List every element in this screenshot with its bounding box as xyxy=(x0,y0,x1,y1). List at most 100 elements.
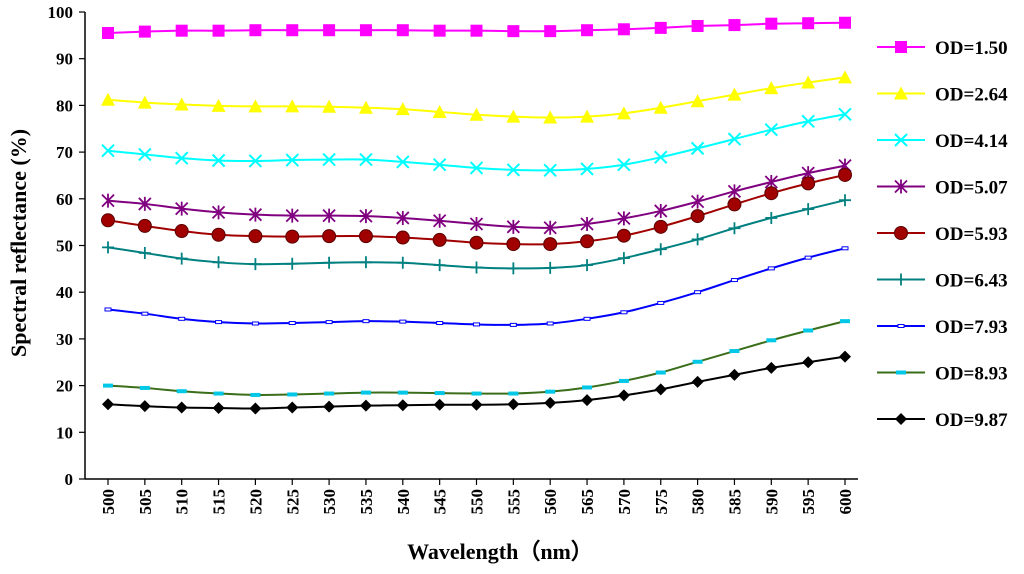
data-point xyxy=(471,391,482,396)
legend-label: OD=7.93 xyxy=(935,317,1008,338)
data-point xyxy=(580,217,594,232)
legend-label: OD=5.07 xyxy=(935,178,1008,199)
data-point xyxy=(211,98,226,112)
data-point xyxy=(323,256,336,269)
data-point xyxy=(396,256,409,269)
data-point xyxy=(654,150,668,164)
data-point xyxy=(802,356,815,369)
data-point xyxy=(285,99,300,113)
data-point xyxy=(507,262,520,275)
data-point xyxy=(101,213,115,228)
data-point xyxy=(617,252,630,265)
data-point xyxy=(139,385,150,390)
data-point xyxy=(102,27,114,40)
data-point xyxy=(101,92,115,106)
x-tick-label: 595 xyxy=(799,489,818,515)
legend-item: OD=6.43 xyxy=(877,271,1008,292)
data-point xyxy=(138,400,151,413)
data-point xyxy=(285,153,299,167)
data-point xyxy=(838,107,852,121)
x-tick-label: 560 xyxy=(541,489,560,515)
data-point xyxy=(582,385,593,390)
series-line xyxy=(107,113,846,172)
data-point xyxy=(248,229,263,244)
data-point xyxy=(433,213,447,228)
data-point xyxy=(546,321,554,326)
data-point xyxy=(765,211,778,224)
legend-label: OD=5.93 xyxy=(935,224,1008,245)
data-point xyxy=(469,161,484,175)
data-point xyxy=(322,229,337,244)
data-point xyxy=(323,400,336,413)
data-point xyxy=(690,141,705,156)
x-axis-title: Wavelength（nm） xyxy=(407,539,593,564)
y-tick-label: 40 xyxy=(56,283,73,302)
data-point xyxy=(839,194,851,207)
data-point xyxy=(653,219,668,234)
series-OD=4.14 xyxy=(101,107,852,178)
data-point xyxy=(617,23,630,36)
data-point xyxy=(178,316,186,321)
data-point xyxy=(360,390,371,395)
y-tick-label: 50 xyxy=(56,237,73,256)
x-tick-label: 585 xyxy=(725,489,744,515)
data-point xyxy=(767,266,775,271)
data-point xyxy=(727,132,742,146)
data-point xyxy=(581,24,594,37)
data-point xyxy=(654,21,667,34)
data-point xyxy=(249,402,262,415)
data-point xyxy=(322,208,336,223)
legend-swatch-marker xyxy=(896,370,906,375)
data-point xyxy=(175,252,188,265)
legend-item: OD=8.93 xyxy=(877,364,1008,385)
data-point xyxy=(839,350,851,363)
x-tick-label: 540 xyxy=(394,489,413,515)
data-point xyxy=(801,114,815,128)
data-point xyxy=(175,201,189,216)
data-point xyxy=(544,261,557,274)
data-point xyxy=(211,153,226,168)
data-point xyxy=(581,394,594,407)
data-point xyxy=(543,110,558,124)
x-tick-label: 515 xyxy=(210,489,229,515)
data-point xyxy=(544,396,557,409)
data-point xyxy=(359,152,373,167)
x-tick-label: 505 xyxy=(136,489,155,515)
legend-label: OD=1.50 xyxy=(935,38,1008,59)
data-point xyxy=(248,154,263,168)
y-tick-label: 70 xyxy=(56,143,73,162)
legend: OD=1.50 OD=2.64 OD=4.14 OD=5.07 OD=5.93 OD=6.… xyxy=(877,38,1008,431)
data-point xyxy=(211,205,226,220)
x-tick-label: 550 xyxy=(468,489,487,515)
x-tick-label: 570 xyxy=(615,489,634,515)
data-point xyxy=(506,109,521,123)
data-point xyxy=(580,109,595,123)
legend-swatch-marker xyxy=(894,86,908,100)
x-tick-label: 520 xyxy=(246,489,265,515)
data-point xyxy=(691,375,704,388)
data-point xyxy=(434,391,445,396)
series-OD=7.93 xyxy=(104,246,849,327)
data-point xyxy=(174,224,189,239)
data-point xyxy=(288,321,296,326)
axes: 0 10 20 30 40 50 60 70 80 90 100 500 505 510 515 520 525… xyxy=(48,3,858,515)
y-tick-label: 10 xyxy=(56,423,73,442)
data-point xyxy=(103,383,113,388)
data-point xyxy=(248,207,263,222)
data-point xyxy=(175,401,188,414)
series-OD=6.43 xyxy=(102,194,851,275)
data-point xyxy=(137,95,152,109)
data-point xyxy=(212,402,225,415)
x-tick-label: 535 xyxy=(357,489,376,515)
data-point xyxy=(543,237,558,252)
data-point xyxy=(138,196,152,211)
data-point xyxy=(657,300,665,305)
x-tick-label: 510 xyxy=(173,489,192,515)
data-point xyxy=(212,256,225,269)
data-point xyxy=(653,100,668,114)
data-point xyxy=(174,97,189,111)
legend-label: OD=4.14 xyxy=(935,131,1008,152)
series-OD=5.07 xyxy=(101,158,852,235)
series-layer xyxy=(101,16,852,415)
